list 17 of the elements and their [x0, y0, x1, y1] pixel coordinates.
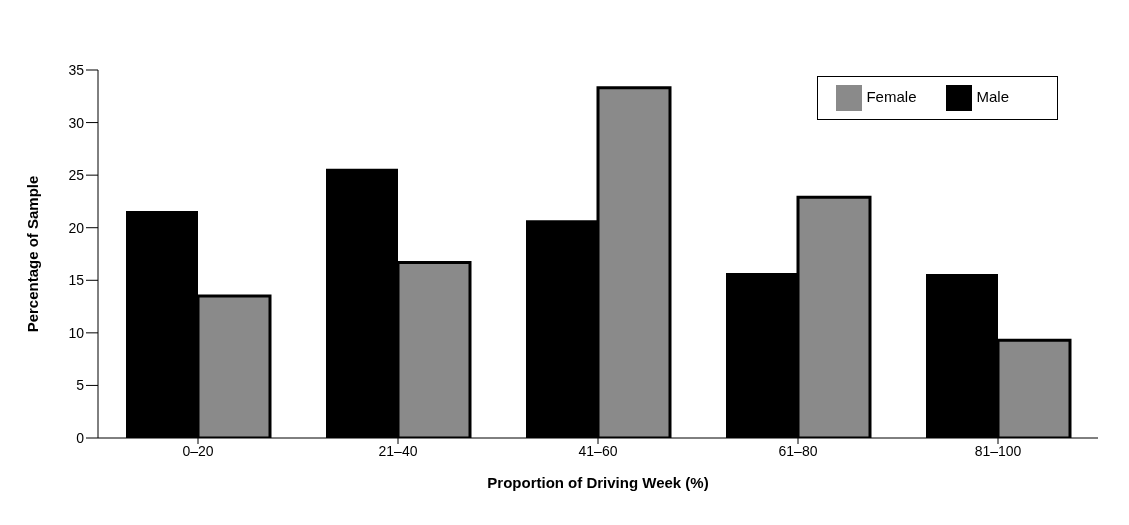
x-axis-title: Proportion of Driving Week (%): [487, 474, 709, 491]
x-tick-label: 21–40: [378, 442, 418, 459]
y-tick-label: 5: [76, 377, 85, 394]
y-tick-label: 0: [76, 429, 85, 446]
x-tick-label: 81–100: [974, 442, 1022, 459]
legend-label: Male: [976, 87, 1009, 105]
y-tick-label: 30: [68, 114, 85, 131]
x-tick-label: 41–60: [578, 442, 618, 459]
y-axis-title: Percentage of Sample: [24, 175, 42, 333]
y-tick-label: 35: [68, 61, 85, 78]
y-tick-label: 10: [68, 324, 85, 341]
x-tick-label: 0–20: [182, 442, 214, 459]
x-tick-label: 61–80: [778, 442, 818, 459]
y-tick-label: 25: [68, 167, 85, 184]
y-tick-label: 15: [68, 272, 85, 289]
legend-label: Female: [866, 87, 917, 105]
y-tick-label: 20: [68, 219, 85, 236]
